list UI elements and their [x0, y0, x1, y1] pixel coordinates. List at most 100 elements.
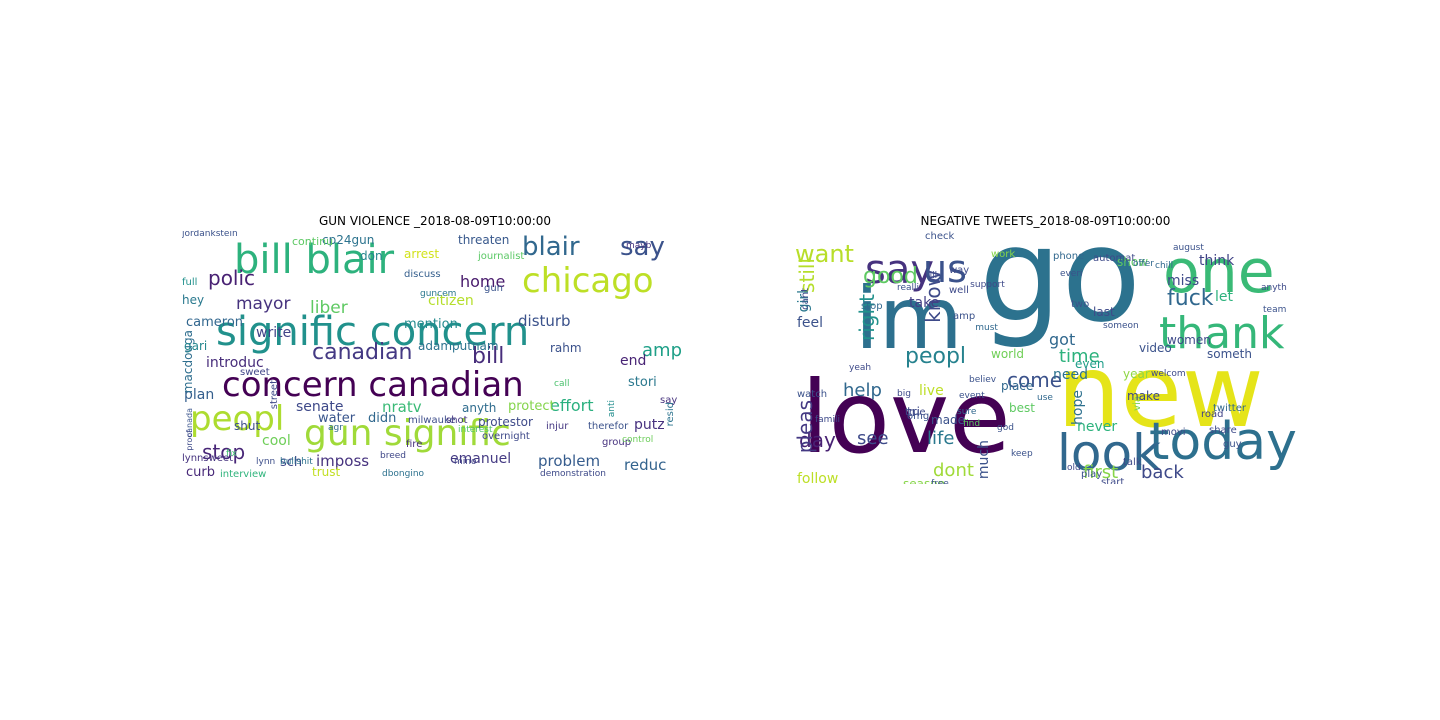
- cloud-word: fix: [226, 450, 237, 459]
- cloud-word: someon: [1103, 322, 1139, 331]
- cloud-word: well: [949, 286, 969, 296]
- cloud-word: guy: [1223, 440, 1242, 450]
- cloud-word: think: [1199, 254, 1234, 268]
- cloud-word: check: [925, 232, 954, 242]
- cloud-word: god: [997, 424, 1014, 433]
- cloud-word: fire: [406, 440, 422, 450]
- cloud-word: disturb: [518, 314, 571, 329]
- cloud-word: adamputnam: [418, 340, 499, 352]
- cloud-word: even: [1075, 358, 1104, 370]
- cloud-word: control: [622, 436, 653, 445]
- cloud-word: true: [905, 408, 926, 418]
- cloud-word: reduc: [624, 458, 666, 473]
- cloud-word: road: [1201, 410, 1224, 420]
- cloud-word: amp: [642, 342, 682, 360]
- cloud-word: feel: [797, 316, 823, 330]
- cloud-word: team: [1263, 306, 1286, 315]
- cloud-word: street: [270, 380, 280, 409]
- cloud-word: write: [256, 326, 291, 340]
- cloud-word: canadian: [312, 342, 413, 364]
- cloud-word: gari: [184, 340, 207, 352]
- cloud-word: famili: [815, 416, 840, 425]
- cloud-word: make: [1127, 390, 1160, 402]
- cloud-word: end: [620, 354, 646, 368]
- cloud-word: breed: [380, 452, 406, 461]
- cloud-word: blair: [522, 234, 580, 260]
- cloud-word: cameron: [186, 316, 243, 329]
- cloud-word: share: [1209, 426, 1237, 436]
- cloud-word: pleas: [795, 400, 815, 453]
- cloud-word: miss: [1167, 274, 1199, 288]
- cloud-word: see: [857, 430, 889, 448]
- cloud-word: call: [554, 380, 569, 389]
- cloud-word: therefor: [588, 422, 628, 432]
- cloud-word: watch: [797, 390, 827, 400]
- cloud-word: welcom: [1151, 370, 1186, 379]
- cloud-word: peopl: [905, 346, 966, 368]
- cloud-word: fuck: [1167, 288, 1214, 310]
- cloud-word: agr: [328, 424, 343, 433]
- cloud-word: movi: [1161, 428, 1186, 438]
- cloud-word: free: [931, 480, 949, 484]
- cloud-word: much: [977, 440, 991, 479]
- cloud-word: believ: [969, 376, 996, 385]
- cloud-word: shut: [234, 420, 260, 432]
- cloud-word: year: [1123, 368, 1150, 380]
- cloud-word: interview: [220, 470, 266, 480]
- cloud-word: cant: [801, 288, 811, 310]
- cloud-word: polic: [208, 268, 255, 288]
- cloud-word: protect: [508, 400, 555, 413]
- cloud-word: yeah: [849, 364, 871, 373]
- cloud-word: keep: [1011, 450, 1033, 459]
- cloud-word: everi: [1060, 270, 1083, 279]
- cloud-word: trust: [312, 466, 340, 478]
- cloud-word: problem: [538, 454, 600, 469]
- cloud-word: putz: [634, 418, 665, 432]
- cloud-word: guncem: [420, 290, 456, 299]
- cloud-word: take: [909, 296, 939, 310]
- cloud-word: effort: [550, 398, 594, 414]
- cloud-word: find: [963, 420, 980, 429]
- cloud-word: jordankstein: [182, 230, 238, 239]
- cloud-word: never: [1077, 420, 1117, 434]
- right-cloud-title: NEGATIVE TWEETS_2018-08-09T10:00:00: [793, 214, 1298, 228]
- cloud-word: automat: [1093, 254, 1135, 264]
- cloud-word: anti: [608, 400, 617, 417]
- cloud-word: journalist: [478, 252, 524, 262]
- cloud-word: someth: [1207, 348, 1252, 360]
- cloud-word: sure: [957, 408, 976, 417]
- cloud-word: hey: [182, 294, 204, 306]
- cloud-word: offer: [1133, 260, 1154, 269]
- cloud-word: best: [1009, 402, 1035, 414]
- cloud-word: rahm: [550, 342, 582, 354]
- cloud-word: curb: [186, 466, 215, 479]
- cloud-word: chill: [1155, 262, 1173, 271]
- cloud-word: let: [1215, 290, 1233, 304]
- cloud-word: support: [970, 281, 1005, 290]
- cloud-word: lynn: [256, 458, 275, 467]
- cloud-word: full: [182, 278, 197, 288]
- negative-tweets-word-cloud: go im new love one thank today look say us want sti…: [793, 230, 1298, 484]
- cloud-word: mayb: [626, 242, 651, 251]
- cloud-word: anyth: [1261, 284, 1287, 293]
- cloud-word: mino: [454, 458, 476, 467]
- cloud-word: two: [1071, 300, 1089, 310]
- cloud-word: threaten: [458, 234, 509, 246]
- cloud-word: stori: [628, 376, 657, 389]
- cloud-word: amp: [953, 312, 975, 322]
- cloud-word: liber: [310, 300, 348, 317]
- cloud-word: place: [1001, 380, 1033, 392]
- cloud-word: say: [660, 396, 677, 406]
- cloud-word: realli: [897, 284, 919, 293]
- cloud-word: mention: [404, 318, 458, 331]
- cloud-word: discuss: [404, 270, 441, 280]
- cloud-word: use: [1037, 394, 1053, 403]
- cloud-word: last: [1093, 306, 1115, 318]
- cloud-word: gun: [484, 284, 503, 294]
- cloud-word: work: [991, 250, 1015, 260]
- cloud-word: sweet: [240, 368, 270, 378]
- cloud-word: back: [1141, 464, 1184, 482]
- cloud-word: anyth: [462, 402, 496, 414]
- cloud-word: live: [919, 384, 944, 398]
- cloud-word: women: [1167, 334, 1211, 346]
